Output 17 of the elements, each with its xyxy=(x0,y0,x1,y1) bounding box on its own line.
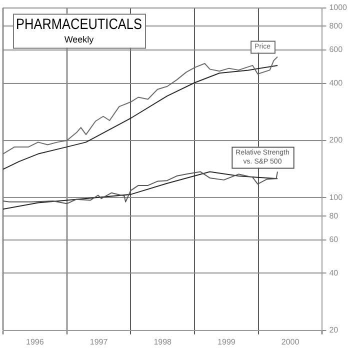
y-tick-label: 1000 xyxy=(329,3,348,12)
y-tick-label: 200 xyxy=(329,136,344,145)
y-tick-label: 20 xyxy=(329,326,339,335)
x-tick-label: 1999 xyxy=(218,337,236,346)
y-tick-label: 600 xyxy=(329,45,344,54)
x-tick-label: 1998 xyxy=(154,337,172,346)
y-tick-label: 800 xyxy=(329,21,344,30)
y-tick-label: 80 xyxy=(329,211,339,220)
y-tick-label: 100 xyxy=(329,192,344,202)
text: PHARMACEUTICALS xyxy=(16,14,142,32)
x-tick-label: 1997 xyxy=(90,337,108,346)
y-tick-label: 60 xyxy=(329,235,339,244)
y-tick-label: 400 xyxy=(329,78,344,88)
text: Weekly xyxy=(64,34,94,44)
x-tick-label: 1996 xyxy=(26,337,44,346)
y-tick-label: 40 xyxy=(329,268,339,278)
x-tick-label: 2000 xyxy=(281,337,300,346)
